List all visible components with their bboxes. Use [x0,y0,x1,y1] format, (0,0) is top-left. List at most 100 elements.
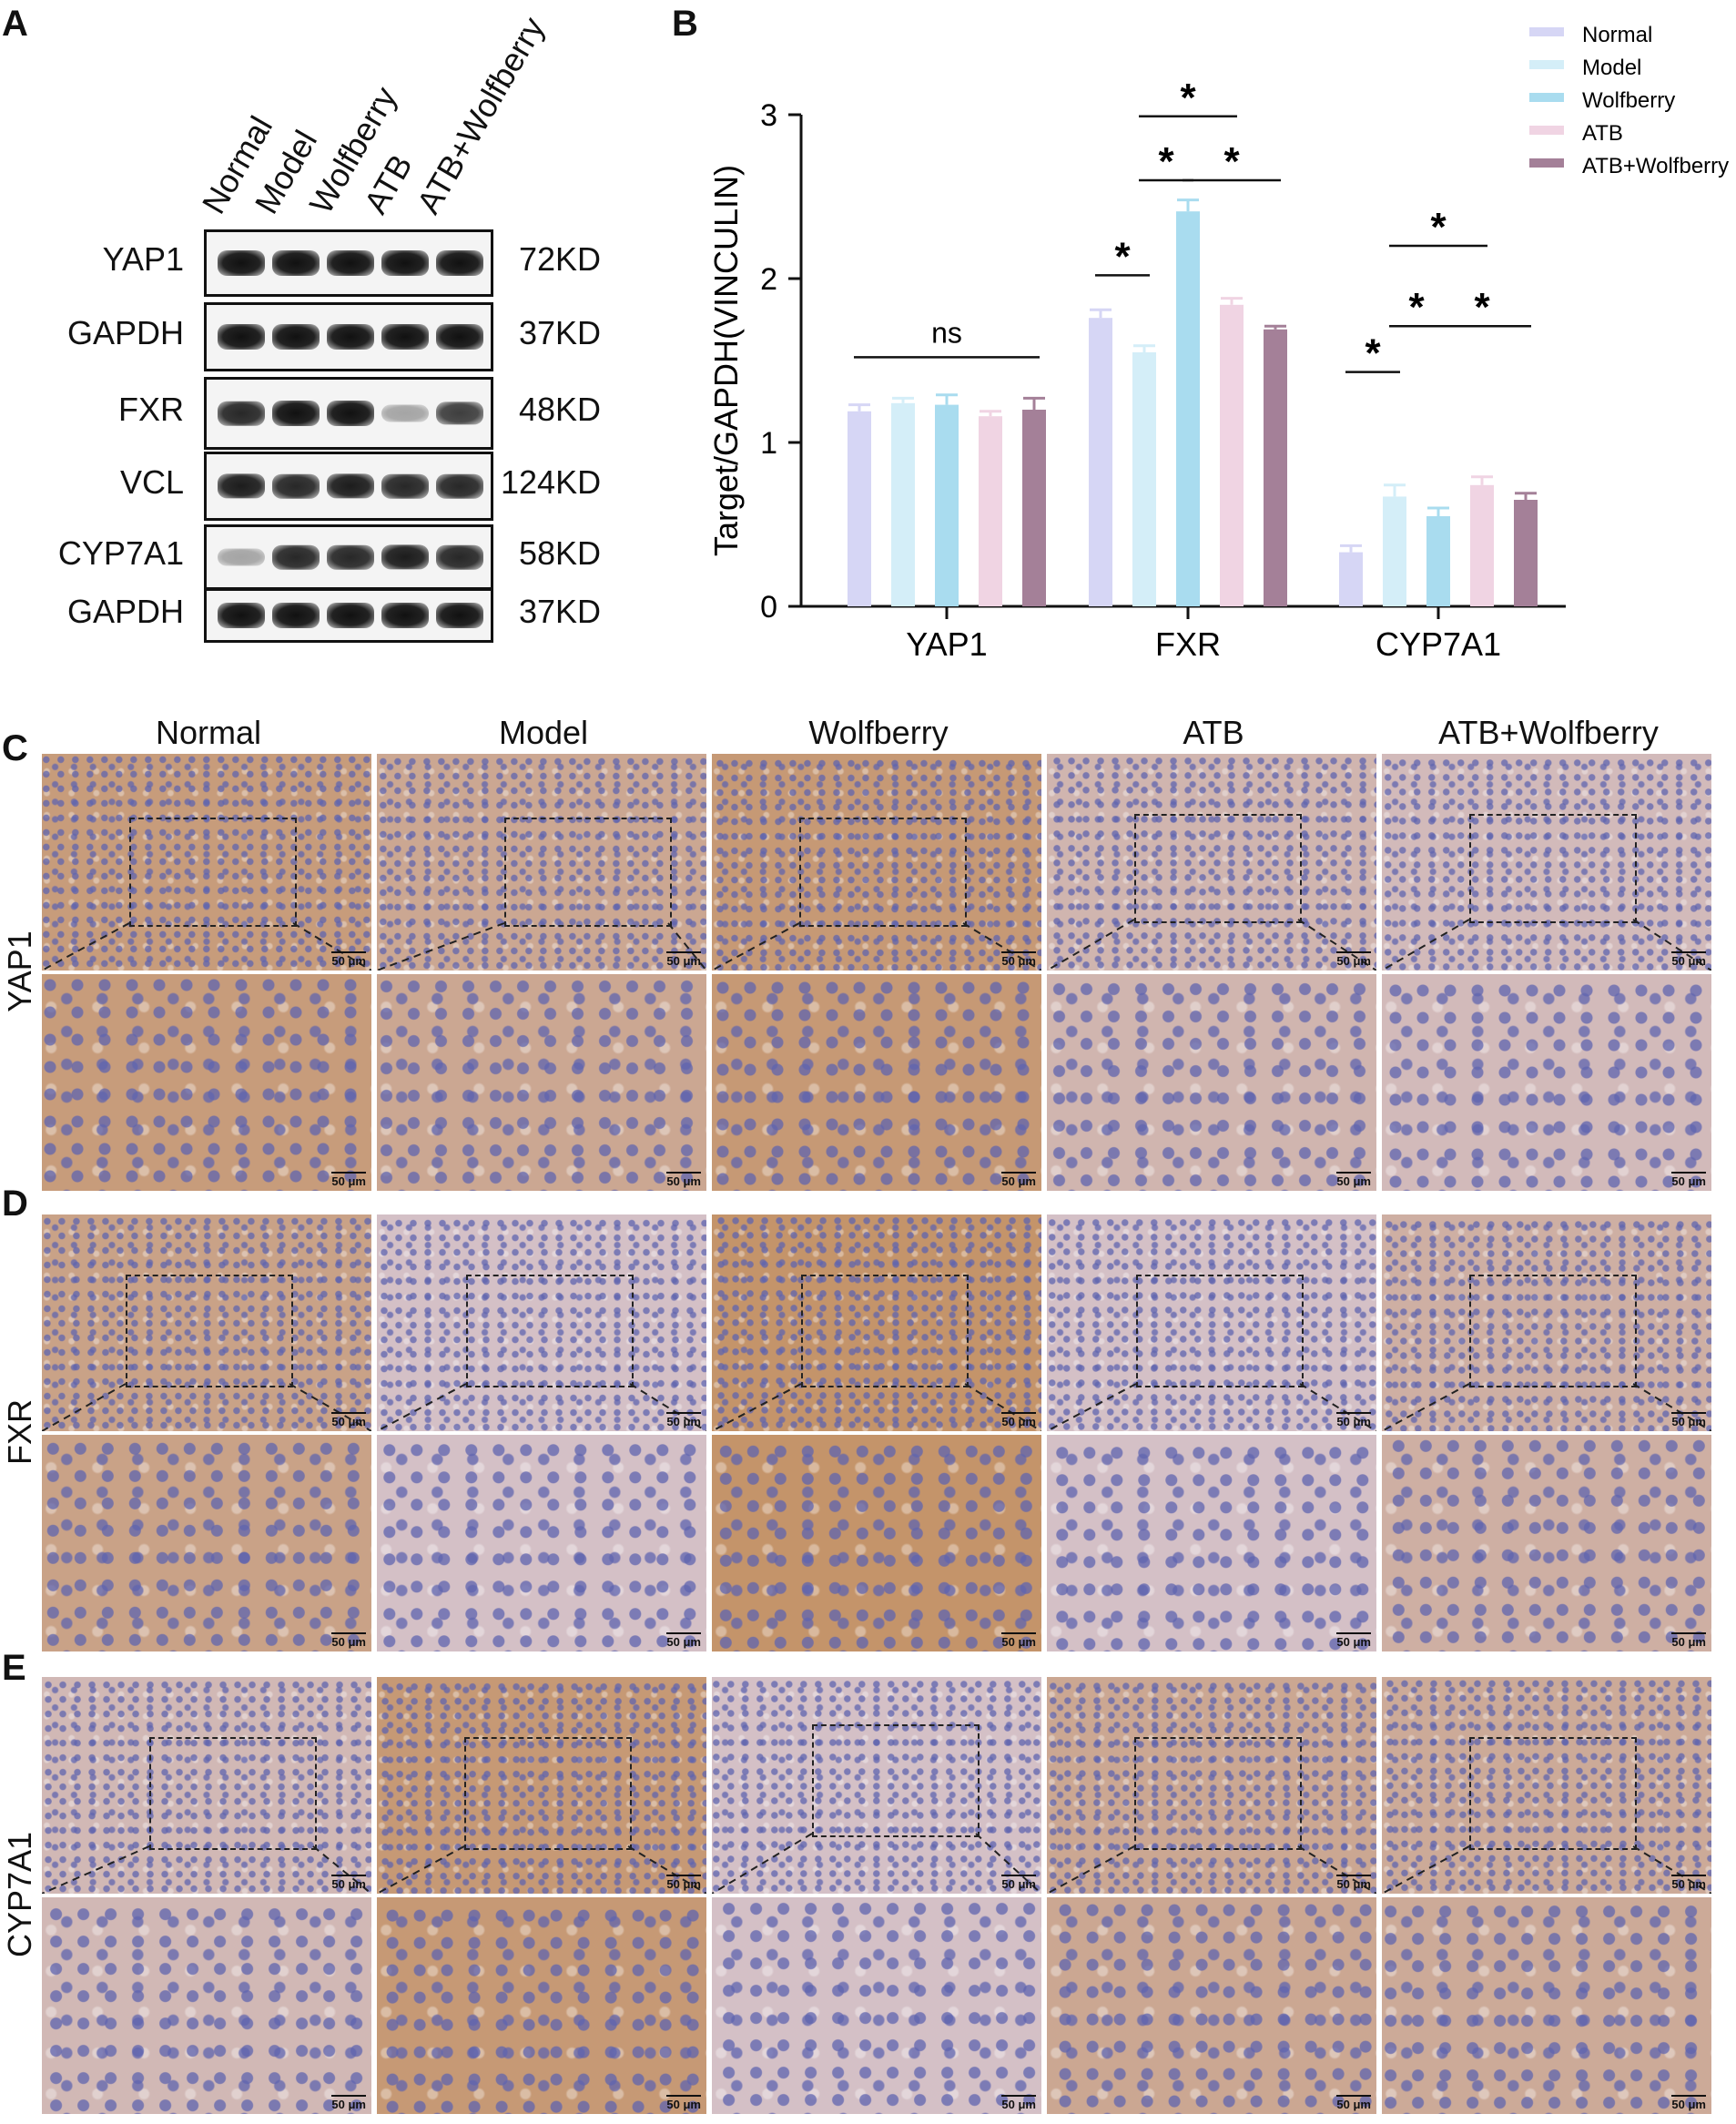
ihc-zoom-image: 50 μm [377,974,706,1191]
zoom-connector-lines [712,1383,1041,1431]
blot-band [218,473,265,499]
scale-bar: 50 μm [1671,1632,1706,1649]
bar [1264,329,1287,606]
ihc-overview-image: 50 μm [1382,1214,1711,1431]
ihc-zoom-image: 50 μm [1382,1435,1711,1651]
ihc-column-title: Model [498,714,589,751]
x-tick-label: YAP1 [906,625,987,663]
bar [935,404,959,606]
significance-label: * [1474,285,1490,330]
scale-bar: 50 μm [1336,1412,1371,1428]
zoom-region-box [1136,1275,1304,1387]
panel-label-d: D [2,1184,28,1224]
zoom-connector-line [1047,1383,1137,1431]
blot-lane-label: ATB+Wolfberry [409,10,553,220]
scale-bar: 50 μm [331,951,366,968]
zoom-connector-line [289,1383,371,1431]
bar [1022,410,1046,606]
blot-strip [204,524,493,590]
blot-size-label: 72KD [519,240,602,278]
blot-size-label: 124KD [501,463,602,501]
zoom-connector-line [667,922,706,971]
ihc-overview-image: 50 μm [377,754,706,971]
zoom-connector-lines [1382,1845,1711,1894]
scale-bar: 50 μm [331,1172,366,1188]
blot-size-label: 37KD [519,314,602,351]
blot-band [436,250,483,276]
scale-bar: 50 μm [1001,2095,1036,2111]
scale-bar: 50 μm [331,2095,366,2111]
ihc-overview-image: 50 μm [712,1214,1041,1431]
bar [891,402,915,606]
blot-band [436,544,483,570]
blot-target-label: CYP7A1 [57,534,184,572]
panel-label-b: B [672,4,698,44]
zoom-connector-lines [42,1383,371,1431]
legend-swatch [1529,158,1564,168]
zoom-region-box [464,1737,632,1850]
blot-size-label: 37KD [519,593,602,630]
blot-band [327,473,374,499]
blot-band [272,401,320,426]
zoom-connector-lines [1382,919,1711,971]
zoom-connector-line [377,1845,465,1894]
ihc-overview-image: 50 μm [42,1677,371,1894]
legend-label: Model [1582,56,1641,80]
zoom-region-box [1469,1275,1637,1387]
ihc-zoom-image: 50 μm [42,974,371,1191]
zoom-connector-lines [712,1833,1041,1894]
legend-swatch [1529,27,1564,36]
bar [1426,516,1450,606]
blot-strip [204,452,493,521]
ihc-zoom-image: 50 μm [377,1897,706,2114]
blot-band [272,250,320,276]
ihc-column-title: ATB+Wolfberry [1438,714,1659,751]
significance-label: * [1408,285,1425,330]
panel-label-e: E [2,1648,26,1688]
zoom-connector-lines [42,922,371,971]
zoom-connector-line [377,1383,467,1431]
blot-band [218,548,265,566]
y-axis-label: Target/GAPDH(VINCULIN) [707,165,745,556]
ihc-zoom-image: 50 μm [1047,974,1376,1191]
zoom-connector-line [627,1845,706,1894]
bar [1514,500,1538,606]
legend-swatch [1529,93,1564,102]
scale-bar: 50 μm [1336,2095,1371,2111]
blot-target-label: GAPDH [66,593,184,630]
blot-band [218,603,265,628]
blot-band [327,603,374,628]
bar [1089,318,1112,606]
blot-band [327,544,374,570]
blot-band [381,473,429,499]
blot-band [218,324,265,350]
zoom-connector-line [1382,1845,1470,1894]
zoom-connector-lines [1047,1383,1376,1431]
blot-band [381,250,429,276]
bar [848,411,871,606]
blot-size-label: 48KD [519,391,602,428]
ihc-overview-image: 50 μm [712,1677,1041,1894]
blot-band [272,603,320,628]
zoom-region-box [1469,1737,1637,1850]
zoom-connector-line [629,1383,706,1431]
zoom-connector-line [1382,1383,1470,1431]
ihc-row-label: CYP7A1 [1,1831,38,1958]
scale-bar: 50 μm [666,1875,701,1891]
blot-band [381,544,429,570]
ihc-overview-image: 50 μm [1382,1677,1711,1894]
blot-band [218,401,265,426]
significance-label: * [1430,205,1447,249]
ihc-column-title: ATB [1183,714,1244,751]
bar [1383,496,1406,606]
blot-strip [204,588,493,643]
scale-bar: 50 μm [331,1875,366,1891]
blot-band [327,324,374,350]
bar [1220,304,1244,606]
ihc-overview-image: 50 μm [1382,754,1711,971]
scale-bar: 50 μm [1671,951,1706,968]
ihc-overview-image: 50 μm [712,754,1041,971]
ihc-zoom-image: 50 μm [712,974,1041,1191]
scale-bar: 50 μm [331,1632,366,1649]
